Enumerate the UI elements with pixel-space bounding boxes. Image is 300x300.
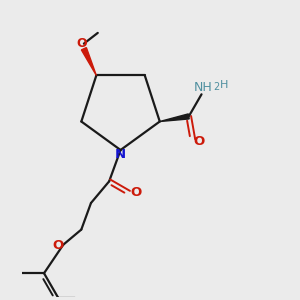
Text: H: H <box>220 80 229 90</box>
Text: O: O <box>52 239 63 252</box>
Text: O: O <box>130 186 141 199</box>
Text: N: N <box>115 148 126 161</box>
Polygon shape <box>160 114 189 122</box>
Text: NH: NH <box>194 81 212 94</box>
Text: O: O <box>194 135 205 148</box>
Text: O: O <box>76 37 87 50</box>
Polygon shape <box>81 48 96 75</box>
Text: 2: 2 <box>213 82 220 92</box>
